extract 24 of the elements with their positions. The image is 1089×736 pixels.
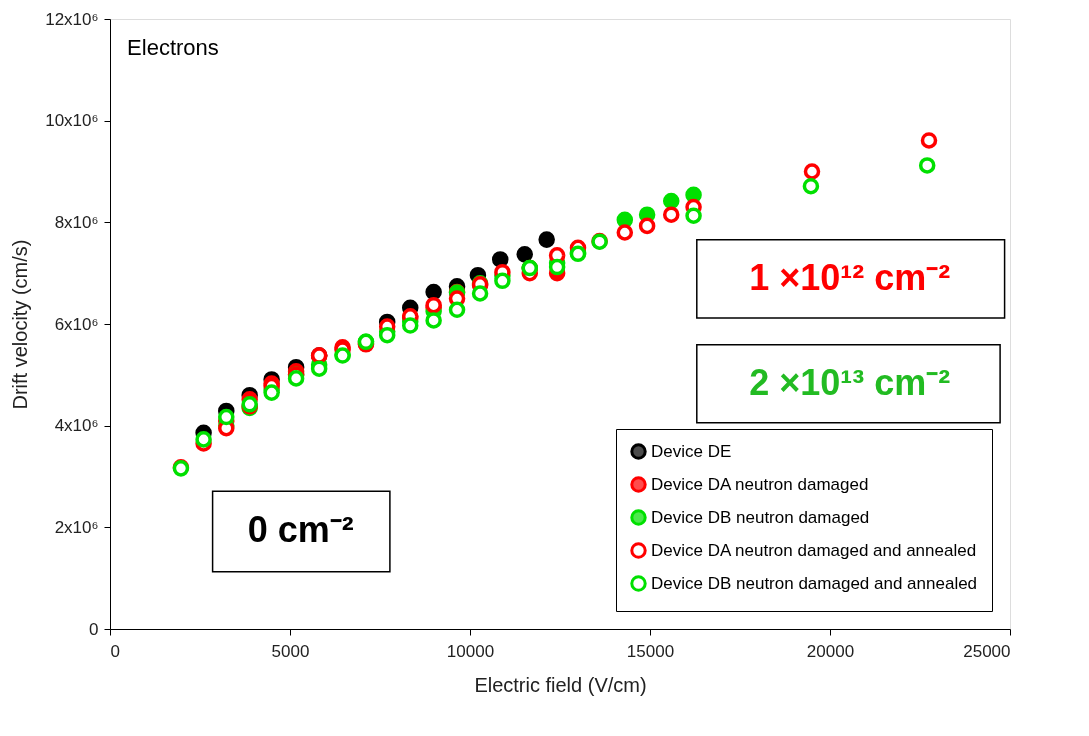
- annotation: Electrons: [127, 34, 219, 60]
- x-tick-label: 5000: [271, 641, 310, 661]
- y-axis-title: Drift velocity (cm/s): [9, 239, 32, 410]
- y-tick-label: 8x10⁶: [54, 212, 99, 232]
- legend-label: Device DE: [651, 441, 732, 461]
- x-tick-label: 20000: [806, 641, 855, 661]
- y-tick-label: 12x10⁶: [45, 9, 99, 29]
- x-tick-label: 0: [110, 641, 120, 661]
- legend-label: Device DA neutron damaged: [651, 474, 869, 494]
- annotation: 2 ×10¹³ cm⁻²: [749, 361, 951, 403]
- x-tick-label: 15000: [626, 641, 675, 661]
- annotation: 1 ×10¹² cm⁻²: [749, 256, 951, 298]
- annotation: 0 cm⁻²: [247, 509, 354, 551]
- legend-label: Device DB neutron damaged: [651, 507, 870, 527]
- x-tick-label: 10000: [446, 641, 495, 661]
- x-axis-title: Electric field (V/cm): [474, 673, 647, 696]
- x-tick-label: 25000: [963, 641, 1011, 661]
- legend-label: Device DA neutron damaged and annealed: [651, 540, 977, 560]
- legend-label: Device DB neutron damaged and annealed: [651, 573, 978, 593]
- y-tick-label: 2x10⁶: [54, 517, 99, 537]
- y-tick-label: 0: [89, 619, 99, 639]
- y-tick-label: 10x10⁶: [45, 111, 99, 131]
- y-tick-label: 4x10⁶: [54, 416, 99, 436]
- y-tick-label: 6x10⁶: [54, 314, 99, 334]
